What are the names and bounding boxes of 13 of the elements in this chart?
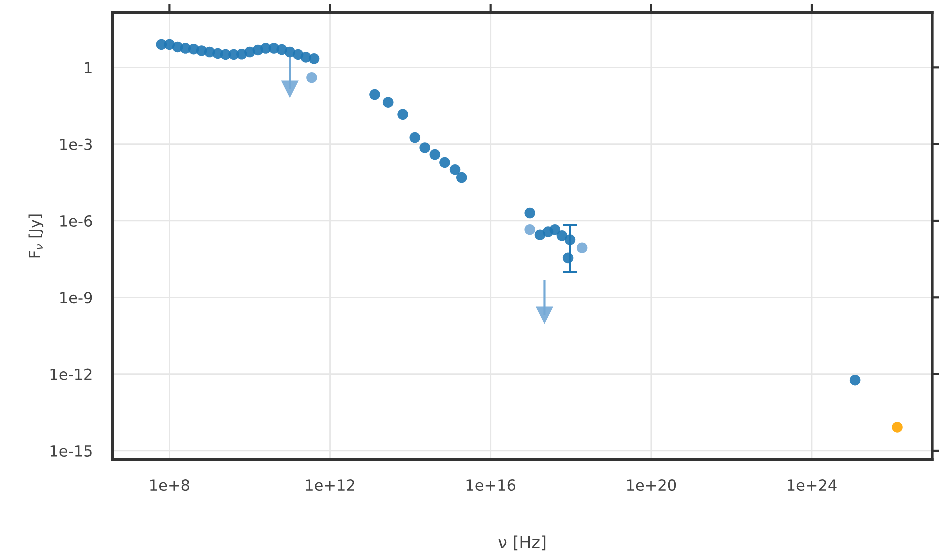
x-tick-label: 1e+24 (788, 480, 837, 492)
x-tick-label: 1e+12 (306, 480, 354, 492)
x-tick-label: 1e+20 (627, 480, 676, 492)
y-axis-title: F$_{ν}$ [Jy] (28, 214, 44, 258)
x-axis-title: ν [Hz] (498, 536, 546, 551)
x-tick-label: 1e+16 (466, 480, 516, 492)
x-tick-label: 1e+8 (150, 480, 190, 492)
y-tick-label: 1e-3 (60, 138, 92, 150)
y-tick-label: 1e-9 (60, 292, 92, 304)
y-tick-label: 1 (85, 62, 92, 74)
y-tick-label: 1e-12 (50, 368, 92, 380)
y-tick-label: 1e-15 (50, 446, 92, 457)
y-tick-label: 1e-6 (60, 215, 92, 227)
